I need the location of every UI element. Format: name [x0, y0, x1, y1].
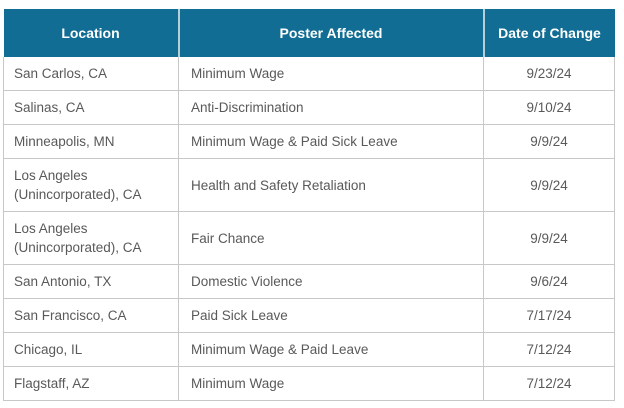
table-row: Los Angeles (Unincorporated), CA Health a… — [3, 158, 615, 212]
cell-location: Minneapolis, MN — [3, 124, 179, 159]
cell-poster-affected: Minimum Wage — [178, 366, 484, 401]
cell-date-of-change: 9/9/24 — [483, 211, 615, 265]
cell-date-of-change: 7/12/24 — [483, 366, 615, 401]
cell-location: San Carlos, CA — [3, 57, 179, 91]
poster-change-table-container: Location Poster Affected Date of Change … — [3, 9, 615, 401]
cell-location: Los Angeles (Unincorporated), CA — [3, 158, 179, 212]
cell-poster-affected: Health and Safety Retaliation — [178, 158, 484, 212]
cell-poster-affected: Fair Chance — [178, 211, 484, 265]
table-row: Flagstaff, AZ Minimum Wage 7/12/24 — [3, 366, 615, 401]
cell-poster-affected: Anti-Discrimination — [178, 90, 484, 125]
table-row: San Antonio, TX Domestic Violence 9/6/24 — [3, 264, 615, 299]
cell-date-of-change: 9/23/24 — [483, 57, 615, 91]
table-row: Minneapolis, MN Minimum Wage & Paid Sick … — [3, 124, 615, 159]
table-row: San Carlos, CA Minimum Wage 9/23/24 — [3, 57, 615, 91]
cell-poster-affected: Domestic Violence — [178, 264, 484, 299]
cell-location: Salinas, CA — [3, 90, 179, 125]
cell-location: Los Angeles (Unincorporated), CA — [3, 211, 179, 265]
cell-poster-affected: Minimum Wage & Paid Sick Leave — [178, 124, 484, 159]
cell-poster-affected: Minimum Wage & Paid Leave — [178, 332, 484, 367]
cell-poster-affected: Minimum Wage — [178, 57, 484, 91]
cell-location: Flagstaff, AZ — [3, 366, 179, 401]
table-body: San Carlos, CA Minimum Wage 9/23/24 Salinas… — [3, 57, 615, 401]
column-header-date-of-change: Date of Change — [482, 9, 615, 57]
column-header-location: Location — [3, 9, 179, 57]
table-row: San Francisco, CA Paid Sick Leave 7/17/24 — [3, 298, 615, 333]
cell-poster-affected: Paid Sick Leave — [178, 298, 484, 333]
table-header-row: Location Poster Affected Date of Change — [3, 9, 615, 57]
cell-location: San Antonio, TX — [3, 264, 179, 299]
table-header: Location Poster Affected Date of Change — [3, 9, 615, 57]
cell-date-of-change: 7/17/24 — [483, 298, 615, 333]
cell-date-of-change: 9/9/24 — [483, 158, 615, 212]
cell-date-of-change: 9/9/24 — [483, 124, 615, 159]
table-row: Salinas, CA Anti-Discrimination 9/10/24 — [3, 90, 615, 125]
poster-change-table: Location Poster Affected Date of Change … — [3, 9, 615, 401]
cell-location: Chicago, IL — [3, 332, 179, 367]
cell-date-of-change: 9/6/24 — [483, 264, 615, 299]
table-row: Chicago, IL Minimum Wage & Paid Leave 7/12… — [3, 332, 615, 367]
column-header-poster-affected: Poster Affected — [177, 9, 484, 57]
cell-location: San Francisco, CA — [3, 298, 179, 333]
cell-date-of-change: 7/12/24 — [483, 332, 615, 367]
cell-date-of-change: 9/10/24 — [483, 90, 615, 125]
table-row: Los Angeles (Unincorporated), CA Fair Cha… — [3, 211, 615, 265]
